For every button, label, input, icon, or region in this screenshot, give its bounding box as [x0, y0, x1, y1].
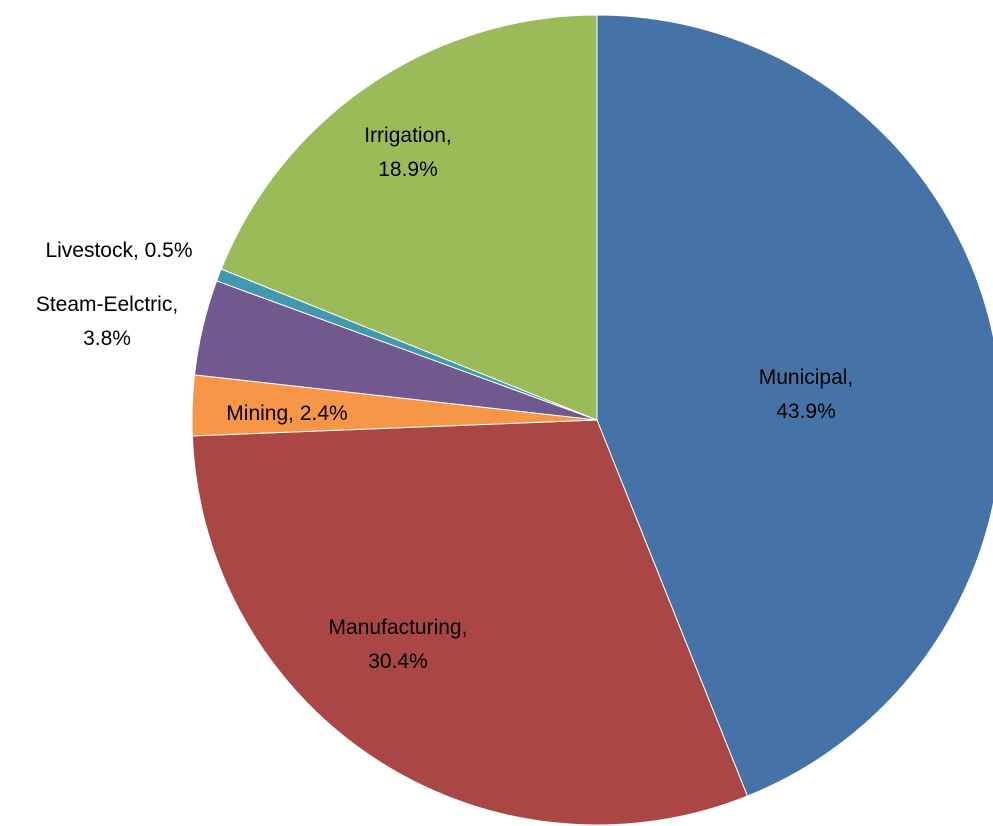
- pie-slice-municipal: [596, 14, 993, 797]
- pie-labels: Municipal, 43.9% Manufacturing, 30.4% Mining…: [36, 124, 853, 673]
- data-label-municipal: Municipal, 43.9%: [759, 366, 854, 423]
- data-label-steam-eelctric: Steam-Eelctric, 3.8%: [36, 293, 178, 350]
- data-label-line-1: Municipal,: [759, 366, 854, 389]
- data-label-line-1: Mining, 2.4%: [226, 402, 347, 425]
- data-label-manufacturing: Manufacturing, 30.4%: [329, 616, 468, 673]
- data-label-line-1: Manufacturing,: [329, 616, 468, 639]
- data-label-mining: Mining, 2.4%: [226, 402, 347, 425]
- pie-slice-irrigation: [220, 14, 598, 421]
- data-label-irrigation: Irrigation, 18.9%: [364, 124, 452, 181]
- data-label-line-1: Irrigation,: [364, 124, 452, 147]
- data-label-line-2: 3.8%: [83, 327, 131, 350]
- data-label-line-1: Livestock, 0.5%: [45, 239, 192, 262]
- data-label-line-1: Steam-Eelctric,: [36, 293, 178, 316]
- pie-slices: [191, 14, 993, 826]
- pie-slice-manufacturing: [191, 419, 749, 826]
- data-label-livestock: Livestock, 0.5%: [45, 239, 192, 262]
- data-label-line-2: 30.4%: [368, 650, 428, 673]
- data-label-line-2: 43.9%: [776, 400, 836, 423]
- data-label-line-2: 18.9%: [378, 158, 438, 181]
